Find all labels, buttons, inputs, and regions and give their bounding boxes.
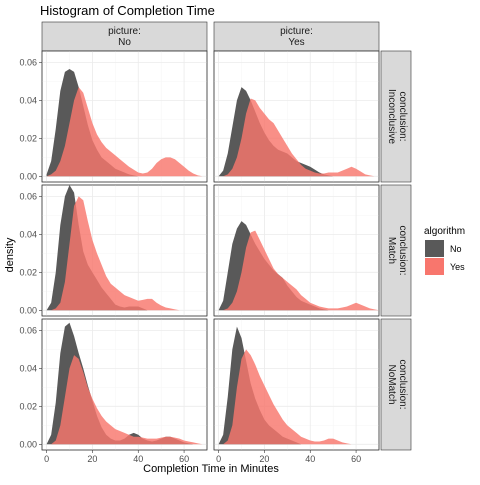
row-strip-label: conclusion:NoMatch [386, 359, 408, 409]
legend-swatch-yes [425, 258, 444, 275]
y-tick-label: 0.00 [19, 171, 37, 181]
x-tick-label: 40 [305, 454, 315, 464]
legend: algorithm No Yes [424, 226, 465, 275]
y-tick-label: 0.06 [19, 191, 37, 201]
y-tick-label: 0.00 [19, 305, 37, 315]
legend-label-no: No [450, 244, 462, 254]
chart-title: Histogram of Completion Time [40, 3, 215, 18]
x-tick-label: 40 [133, 454, 143, 464]
y-tick-label: 0.02 [19, 267, 37, 277]
x-tick-label: 0 [44, 454, 49, 464]
y-tick-label: 0.02 [19, 401, 37, 411]
legend-swatch-no [425, 240, 444, 257]
legend-title: algorithm [424, 226, 465, 237]
y-axis-title: density [4, 237, 16, 272]
y-tick-label: 0.06 [19, 325, 37, 335]
y-tick-label: 0.04 [19, 229, 37, 239]
y-tick-label: 0.00 [19, 439, 37, 449]
x-axis-title: Completion Time in Minutes [143, 463, 279, 475]
row-strip-label: conclusion:Inconclusive [386, 89, 408, 144]
y-tick-label: 0.04 [19, 363, 37, 373]
facet-panel: 0 20 40 60 [214, 319, 379, 464]
x-tick-label: 20 [87, 454, 97, 464]
facet-panel [214, 185, 379, 316]
facet-panel: 0.00 0.02 0.04 0.06 [19, 185, 207, 316]
facet-panel [214, 51, 379, 182]
legend-label-yes: Yes [450, 262, 465, 272]
facet-panel: 0.000.020.040.060 20 40 60 [19, 319, 207, 464]
x-tick-label: 60 [351, 454, 361, 464]
y-tick-label: 0.06 [19, 57, 37, 67]
y-tick-label: 0.02 [19, 133, 37, 143]
y-tick-label: 0.04 [19, 95, 37, 105]
facet-panel: 0.00 0.02 0.04 0.06 [19, 51, 207, 182]
